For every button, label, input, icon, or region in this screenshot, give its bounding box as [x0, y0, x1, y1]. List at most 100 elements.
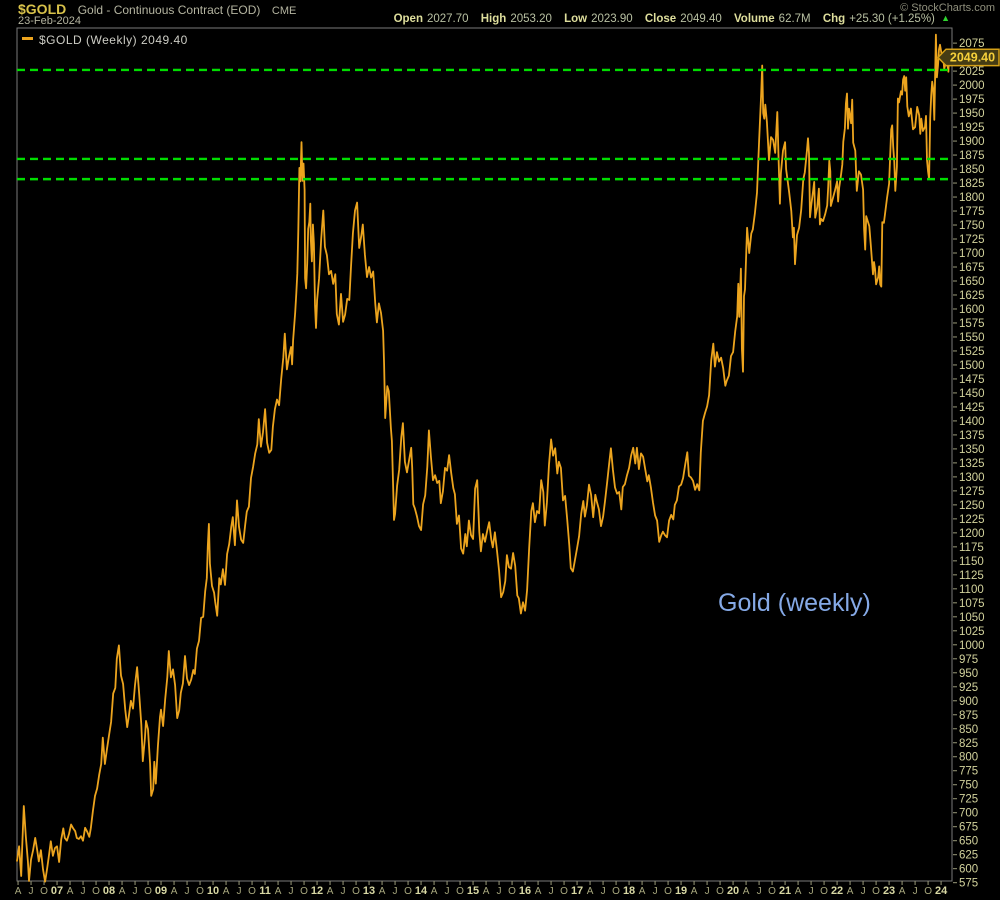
y-axis-tick-label: 1600 [959, 304, 985, 316]
y-axis-tick-label: 2075 [959, 38, 985, 50]
y-axis-tick-label: 650 [959, 836, 978, 848]
gold-price-line [16, 33, 950, 883]
y-axis-tick-label: 625 [959, 850, 978, 862]
y-axis-tick-label: 750 [959, 780, 978, 792]
y-axis-tick-label: 1000 [959, 640, 985, 652]
x-axis-year-label: 11 [259, 885, 271, 897]
x-axis-month-label: A [379, 886, 386, 897]
symbol-label: $GOLD [18, 1, 67, 17]
x-axis-month-label: J [809, 886, 814, 897]
y-axis-tick-label: 1475 [959, 374, 985, 386]
y-axis-tick-label: 725 [959, 794, 978, 806]
y-axis-tick-label: 1150 [959, 556, 984, 568]
y-axis-tick-label: 1975 [959, 94, 985, 106]
x-axis-month-label: O [300, 886, 308, 897]
exchange-label: CME [271, 5, 297, 17]
x-axis-month-label: A [587, 886, 594, 897]
volume-value: 62.7M [778, 13, 811, 25]
x-axis-month-label: J [185, 886, 190, 897]
x-axis-month-label: J [81, 886, 86, 897]
y-axis-tick-label: 2000 [959, 80, 985, 92]
volume-label: Volume [733, 13, 775, 25]
y-axis-tick-label: 1100 [959, 584, 984, 596]
chg-label: Chg [822, 13, 846, 25]
y-axis-tick-label: 1775 [959, 206, 985, 218]
x-axis-month-label: A [743, 886, 750, 897]
up-triangle-icon: ▲ [941, 13, 950, 23]
y-axis-tick-label: 900 [959, 696, 978, 708]
stockcharts-copyright: © StockCharts.com [900, 2, 995, 14]
x-axis-year-label: 15 [467, 885, 479, 897]
x-axis-month-label: O [40, 886, 48, 897]
instrument-name: Gold - Continuous Contract (EOD) [77, 3, 261, 17]
x-axis-month-label: A [483, 886, 490, 897]
x-axis-month-label: O [612, 886, 620, 897]
y-axis-tick-label: 1550 [959, 332, 985, 344]
x-axis-month-label: J [705, 886, 710, 897]
y-axis-tick-label: 1700 [959, 248, 985, 260]
high-label: High [480, 13, 507, 25]
x-axis-month-label: A [223, 886, 230, 897]
x-axis-month-label: O [248, 886, 256, 897]
x-axis-month-label: O [92, 886, 100, 897]
y-axis-tick-label: 1950 [959, 108, 985, 120]
close-label: Close [644, 13, 677, 25]
y-axis-tick-label: 1750 [959, 220, 985, 232]
x-axis-year-label: 08 [103, 885, 115, 897]
high-value: 2053.20 [510, 13, 552, 25]
x-axis-month-label: J [393, 886, 398, 897]
x-axis-month-label: O [404, 886, 412, 897]
x-axis-month-label: O [508, 886, 516, 897]
y-axis-tick-label: 1275 [959, 486, 985, 498]
x-axis-month-label: A [847, 886, 854, 897]
y-axis-tick-label: 675 [959, 822, 978, 834]
x-axis-month-label: J [861, 886, 866, 897]
chart-date: 23-Feb-2024 [18, 15, 81, 27]
y-axis-tick-label: 1525 [959, 346, 985, 358]
x-axis-month-label: J [29, 886, 34, 897]
x-axis-month-label: A [795, 886, 802, 897]
y-axis-tick-label: 1800 [959, 192, 985, 204]
y-axis-tick-label: 800 [959, 752, 978, 764]
y-axis-tick-label: 1825 [959, 178, 985, 190]
y-axis-tick-label: 1725 [959, 234, 985, 246]
x-axis-month-label: O [560, 886, 568, 897]
y-axis-tick-label: 1125 [959, 570, 984, 582]
x-axis-year-label: 14 [415, 885, 428, 897]
x-axis-month-label: O [196, 886, 204, 897]
x-axis-year-label: 16 [519, 885, 531, 897]
y-axis-tick-label: 925 [959, 682, 978, 694]
x-axis-month-label: O [716, 886, 724, 897]
x-axis-month-label: J [549, 886, 554, 897]
x-axis-year-label: 13 [363, 885, 375, 897]
x-axis-month-label: O [456, 886, 464, 897]
y-axis-tick-label: 1575 [959, 318, 985, 330]
y-axis-tick-label: 1250 [959, 500, 985, 512]
y-axis-tick-label: 575 [959, 878, 978, 890]
x-axis-year-label: 07 [51, 885, 63, 897]
x-axis-month-label: A [899, 886, 906, 897]
y-axis-tick-label: 1650 [959, 276, 985, 288]
y-axis-tick-label: 1675 [959, 262, 985, 274]
x-axis-year-label: 23 [883, 885, 895, 897]
y-axis-tick-label: 850 [959, 724, 978, 736]
x-axis-month-label: A [327, 886, 334, 897]
y-axis-tick-label: 1025 [959, 626, 985, 638]
y-axis-tick-label: 1225 [959, 514, 985, 526]
x-axis-month-label: O [768, 886, 776, 897]
x-axis-month-label: A [275, 886, 282, 897]
x-axis-year-label: 20 [727, 885, 739, 897]
ohlc-quote-row: Open 2027.70 High 2053.20 Low 2023.90 Close… [385, 13, 950, 25]
x-axis-month-label: O [352, 886, 360, 897]
y-axis-tick-label: 1875 [959, 150, 985, 162]
low-value: 2023.90 [591, 13, 633, 25]
y-axis-tick-label: 700 [959, 808, 978, 820]
x-axis-month-label: A [639, 886, 646, 897]
x-axis-month-label: O [924, 886, 932, 897]
chart-annotation-text: Gold (weekly) [718, 589, 871, 617]
y-axis-tick-label: 1200 [959, 528, 985, 540]
x-axis-month-label: A [171, 886, 178, 897]
y-axis-tick-label: 875 [959, 710, 978, 722]
x-axis-month-label: J [757, 886, 762, 897]
